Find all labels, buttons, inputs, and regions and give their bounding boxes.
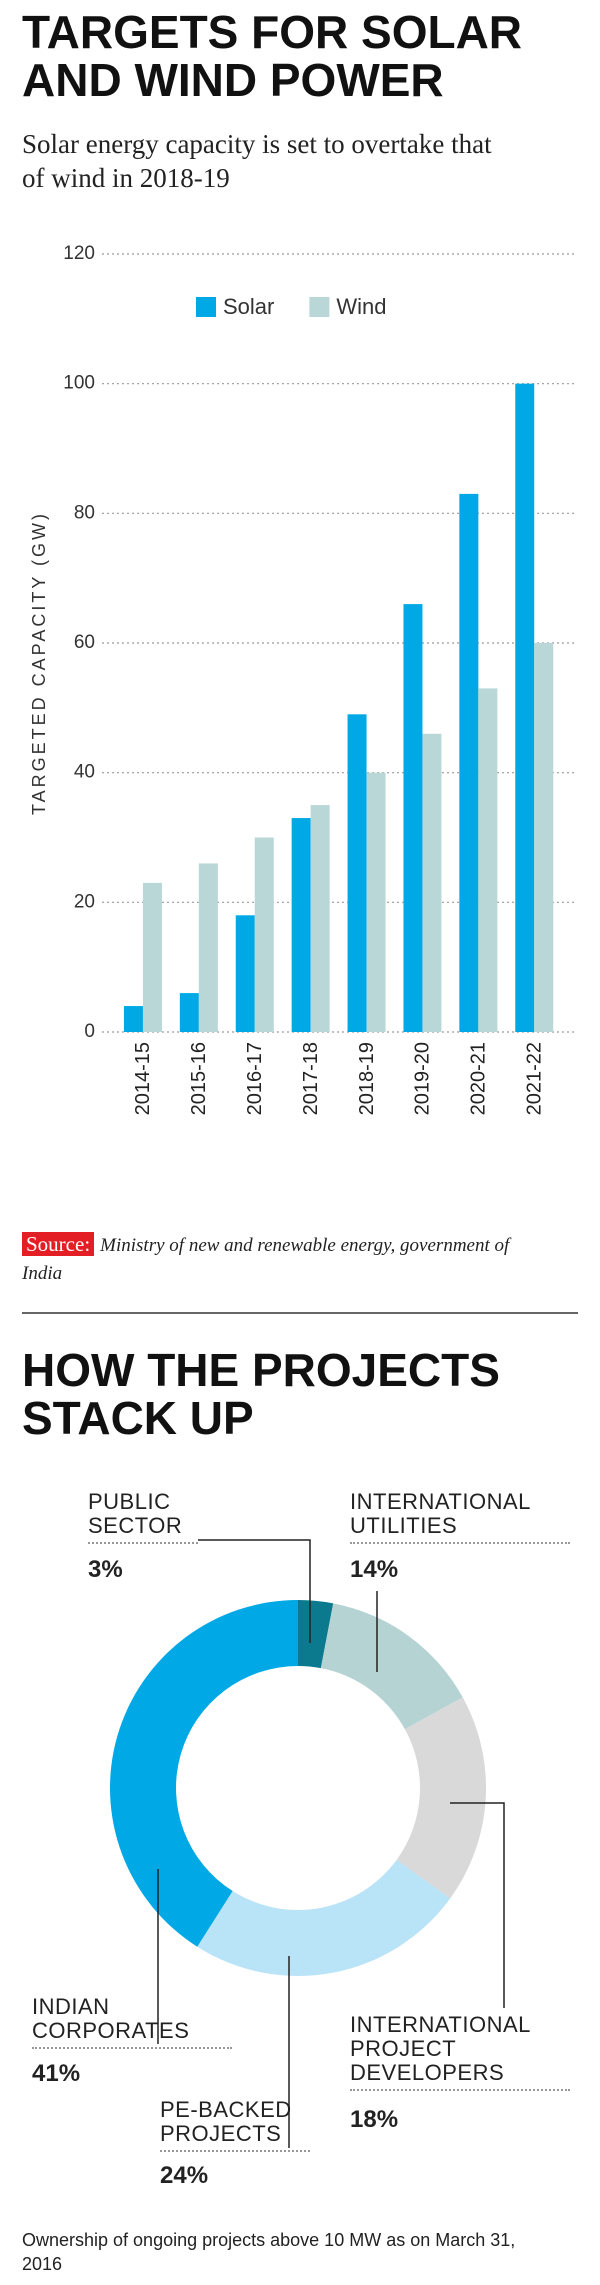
bar	[515, 383, 535, 1033]
bar	[478, 688, 498, 1032]
bar	[534, 643, 554, 1032]
x-tick-label: 2019-20	[412, 1042, 434, 1115]
segment-value: 41%	[32, 2060, 81, 2087]
y-tick-label: 100	[63, 373, 95, 394]
segment-label: PUBLIC SECTOR	[88, 1490, 198, 1544]
x-tick-label: 2020-21	[468, 1042, 490, 1115]
y-tick-label: 40	[74, 762, 95, 783]
leader-line	[198, 1539, 311, 1643]
segment-label: INTERNATIONAL PROJECT DEVELOPERS	[350, 2013, 570, 2091]
chart-title: HOW THE PROJECTS STACK UP	[22, 1344, 500, 1444]
y-tick-label: 60	[74, 632, 95, 653]
segment-label: INTERNATIONAL UTILITIES	[350, 1490, 570, 1544]
donut-segment	[110, 1600, 298, 1947]
x-tick-label: 2021-22	[524, 1042, 546, 1115]
bar	[310, 805, 330, 1032]
donut-segment	[197, 1859, 451, 1976]
bar	[123, 1006, 143, 1032]
segment-value: 18%	[350, 2106, 399, 2133]
x-tick-label: 2015-16	[188, 1042, 210, 1115]
segment-label: PE-BACKED PROJECTS	[160, 2098, 310, 2152]
segment-value: 14%	[350, 1556, 399, 1583]
bar	[347, 714, 367, 1032]
bar	[366, 772, 386, 1032]
y-tick-label: 0	[84, 1021, 95, 1042]
x-tick-label: 2017-18	[300, 1042, 322, 1115]
legend-label: Solar	[223, 294, 274, 319]
donut-segment	[396, 1697, 486, 1899]
y-tick-label: 80	[74, 502, 95, 523]
leader-line	[450, 1802, 505, 2008]
donut-segment	[320, 1603, 463, 1730]
bar	[403, 604, 423, 1032]
bar	[142, 882, 162, 1032]
y-tick-label: 120	[63, 243, 95, 264]
x-tick-label: 2014-15	[132, 1042, 154, 1115]
bar	[235, 915, 255, 1032]
chart-subtitle: Solar energy capacity is set to overtake…	[22, 129, 492, 193]
source-text: Ministry of new and renewable energy, go…	[22, 1235, 510, 1284]
segment-value: 24%	[160, 2162, 209, 2189]
bar	[179, 993, 199, 1032]
segment-label: INDIAN CORPORATES	[32, 1995, 232, 2049]
y-tick-label: 20	[74, 891, 95, 912]
x-tick-label: 2016-17	[244, 1042, 266, 1115]
chart-title: TARGETS FOR SOLAR AND WIND POWER	[22, 6, 523, 106]
bar	[291, 818, 311, 1032]
legend-swatch	[196, 297, 216, 317]
bar	[198, 863, 218, 1032]
chart-note: Ownership of ongoing projects above 10 M…	[22, 2230, 516, 2274]
bar	[459, 493, 479, 1033]
legend-label: Wind	[336, 294, 386, 319]
source-label: Source:	[22, 1232, 95, 1256]
source: Source: Ministry of new and renewable ene…	[22, 1230, 522, 1288]
donut-segment	[298, 1600, 334, 1669]
bar	[422, 733, 442, 1032]
x-tick-label: 2018-19	[356, 1042, 378, 1115]
segment-value: 3%	[88, 1556, 123, 1583]
y-axis-label: TARGETED CAPACITY (GW)	[29, 511, 49, 815]
legend-swatch	[309, 297, 330, 317]
bar	[254, 837, 274, 1032]
